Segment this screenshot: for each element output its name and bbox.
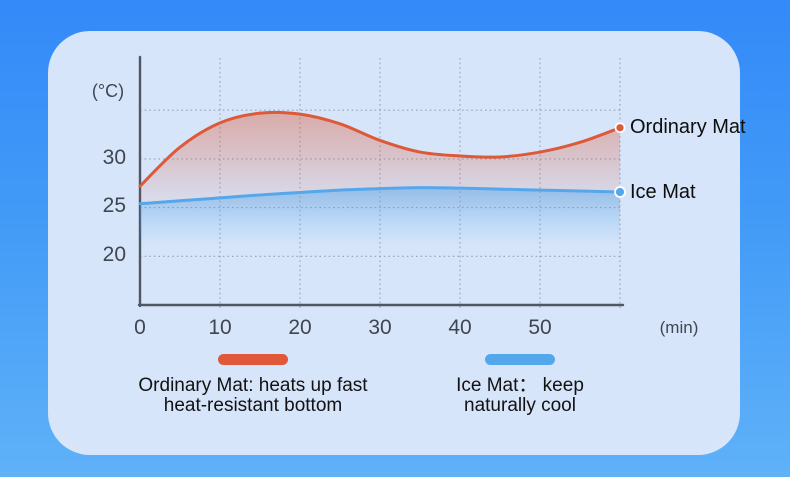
- y-tick-25: 25: [102, 194, 126, 217]
- legend-ordinary-line2: heat-resistant bottom: [163, 395, 343, 416]
- legend-item-ice-mat: Ice Mat： keep naturally cool: [415, 354, 625, 416]
- x-tick-0: 0: [134, 316, 146, 339]
- legend-ice-line1: Ice Mat： keep: [456, 375, 584, 396]
- legend-swatch-ordinary-icon: [218, 354, 288, 365]
- y-tick-20: 20: [102, 243, 126, 266]
- legend-ordinary-line1: Ordinary Mat: heats up fast: [138, 375, 368, 396]
- series-label-ordinary-mat: Ordinary Mat: [630, 116, 746, 138]
- x-axis-unit-label: (min): [659, 318, 699, 337]
- x-tick-50: 50: [528, 316, 552, 339]
- y-axis-unit-label: (°C): [91, 81, 125, 101]
- series-label-ice-mat: Ice Mat: [630, 181, 696, 203]
- legend-ice-line2: naturally cool: [464, 395, 576, 416]
- x-tick-20: 20: [288, 316, 312, 339]
- x-tick-10: 10: [208, 316, 232, 339]
- x-tick-40: 40: [448, 316, 472, 339]
- legend-swatch-ice-icon: [485, 354, 555, 365]
- y-tick-30: 30: [102, 146, 126, 169]
- x-tick-30: 30: [368, 316, 392, 339]
- legend-item-ordinary-mat: Ordinary Mat: heats up fast heat-resista…: [97, 354, 409, 416]
